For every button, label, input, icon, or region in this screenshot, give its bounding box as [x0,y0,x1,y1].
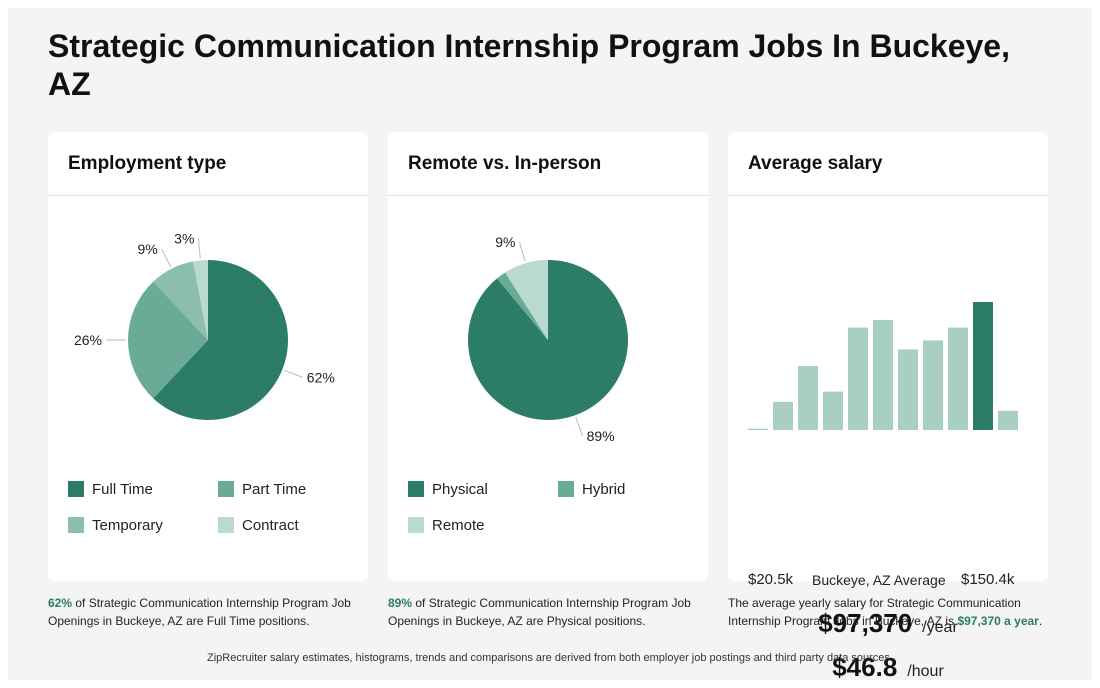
legend-swatch [558,481,574,497]
histogram-bar [998,410,1018,430]
pie-label: 26% [74,332,102,348]
pie-label: 62% [307,370,335,386]
salary-hourly-unit: /hour [907,663,944,680]
legend-label: Part Time [242,480,307,498]
pie-label: 9% [495,234,515,250]
legend-swatch [408,481,424,497]
legend-physical: Physical [408,480,488,498]
legend-swatch [408,517,424,533]
pie-label: 3% [174,231,194,247]
histogram-bar [873,319,893,430]
histogram-bar [823,391,843,430]
histogram-bar [798,366,818,430]
pie-leader-line [284,369,303,378]
legend-swatch [218,481,234,497]
page-title: Strategic Communication Internship Progr… [48,28,1010,102]
pie-slice-remote [505,260,548,340]
salary-histogram [748,302,1018,430]
histogram-bar [948,327,968,430]
salary-footnote: The average yearly salary for Strategic … [728,594,1048,630]
legend-temporary: Temporary [68,516,163,534]
legend-label: Full Time [92,480,153,498]
salary-footnote-end: . [1038,614,1043,628]
legend-label: Physical [432,480,488,498]
employment-footnote-pct: 62% [48,596,73,610]
pie-label: 9% [137,241,157,257]
pie-slice-part-time [128,281,208,399]
pie-slice-temporary [153,261,208,340]
legend-part-time: Part Time [218,480,306,498]
histogram-bar-highlight [973,302,993,430]
employment-footnote: 62% of Strategic Communication Internshi… [48,594,368,630]
remote-footnote-pct: 89% [388,596,413,610]
legend-label: Contract [242,516,299,534]
salary-hourly: $46.8/hour [728,652,1048,683]
salary-yearly-unit: /year [922,619,958,636]
legend-label: Temporary [92,516,163,534]
legend-swatch [68,481,84,497]
legend-label: Hybrid [582,480,626,498]
legend-swatch [68,517,84,533]
legend-swatch [218,517,234,533]
employment-type-card: Employment type 62% 26% 9% 3% Full Time Par… [48,132,368,581]
legend-hybrid: Hybrid [558,480,625,498]
histogram-bar [923,340,943,430]
salary-hourly-value: $46.8 [832,652,898,682]
pie-label: 89% [587,428,615,444]
pie-slice-contract [193,260,208,340]
legend-full-time: Full Time [68,480,153,498]
histogram-bar [898,349,918,430]
salary-card: Average salary $20.5k Buckeye, AZ Averag… [728,132,1048,682]
histogram-bar [748,428,768,430]
legend-label: Remote [432,516,485,534]
legend-contract: Contract [218,516,299,534]
remote-footnote-text: of Strategic Communication Internship Pr… [388,596,691,628]
salary-location-label: Buckeye, AZ Average [812,572,946,588]
remote-footnote: 89% of Strategic Communication Internshi… [388,594,708,630]
histogram-bar [848,327,868,430]
pie-slice-hybrid [497,272,548,340]
histogram-bar [773,401,793,430]
source-note: ZipRecruiter salary estimates, histogram… [207,652,893,664]
legend-remote: Remote [408,516,485,534]
pie-leader-line [575,417,584,437]
pie-slice-full-time [153,260,289,420]
remote-pie-chart: 89% 9% [468,234,629,444]
employment-type-heading: Employment type [48,132,368,196]
salary-footnote-text: The average yearly salary for Strategic … [728,596,1021,628]
salary-min-label: $20.5k [748,571,794,588]
pie-leader-line [197,238,201,259]
pie-slice-physical [468,260,629,420]
salary-yearly: $97,370/year [728,608,1048,639]
pie-leader-line [161,248,172,268]
salary-heading: Average salary [728,132,1048,196]
salary-max-label: $150.4k [961,571,1015,588]
pie-leader-line [519,241,526,262]
employment-footnote-text: of Strategic Communication Internship Pr… [48,596,351,628]
remote-heading: Remote vs. In-person [388,132,708,196]
salary-yearly-value: $97,370 [818,608,913,638]
employment-pie-chart: 62% 26% 9% 3% [74,231,335,420]
salary-footnote-value: $97,370 a year [957,614,1039,628]
remote-card: Remote vs. In-person 89% 9% Physical Hybr… [388,132,708,581]
